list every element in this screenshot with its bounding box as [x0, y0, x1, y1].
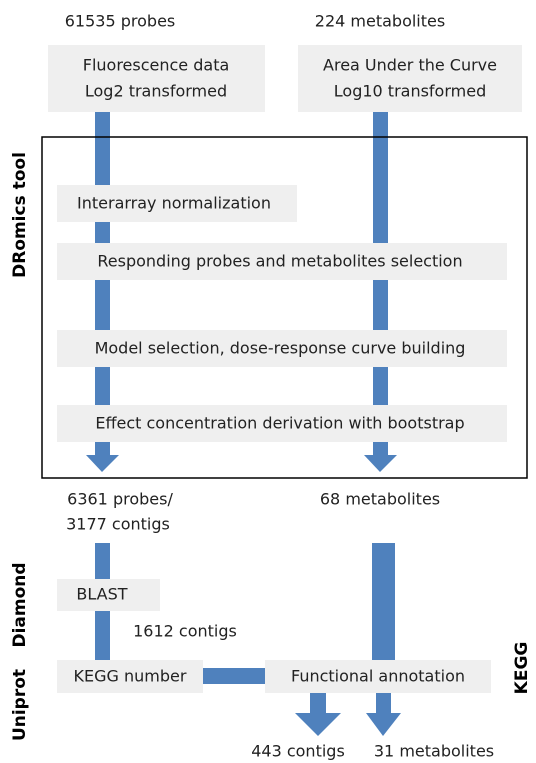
step-label: Effect concentration derivation with boo…	[95, 414, 464, 433]
side-label: DRomics tool	[10, 152, 30, 278]
final-label: 443 contigs	[251, 742, 345, 761]
flow-bar	[373, 112, 388, 457]
output-label: 68 metabolites	[320, 490, 440, 509]
arrow-head	[366, 713, 401, 736]
step-label: Model selection, dose-response curve bui…	[95, 339, 466, 358]
input-box	[48, 45, 265, 112]
input-line: Fluorescence data	[83, 56, 230, 75]
step-box	[57, 185, 297, 222]
input-box	[298, 45, 522, 112]
final-label: 31 metabolites	[374, 742, 494, 761]
side-label: Diamond	[10, 562, 30, 647]
step-box	[57, 330, 507, 367]
input-line: Area Under the Curve	[323, 56, 497, 75]
input-count: 224 metabolites	[315, 12, 445, 31]
output-label: 6361 probes/	[67, 490, 173, 509]
step-label: KEGG number	[74, 667, 187, 686]
input-count: 61535 probes	[65, 12, 176, 31]
arrow-head	[364, 455, 397, 472]
input-line: Log10 transformed	[334, 82, 486, 101]
step-label: BLAST	[76, 585, 127, 604]
flow-connector	[200, 668, 270, 684]
output-label: 3177 contigs	[66, 515, 170, 534]
step-box	[57, 660, 203, 693]
step-label: Functional annotation	[291, 667, 465, 686]
input-line: Log2 transformed	[85, 82, 227, 101]
result-label: 1612 contigs	[133, 622, 237, 641]
flow-bar	[376, 693, 391, 715]
flow-bar	[372, 543, 395, 663]
flow-bar	[310, 693, 326, 715]
step-box	[57, 405, 507, 442]
step-box	[57, 243, 507, 280]
step-label: Responding probes and metabolites select…	[97, 252, 462, 271]
step-box	[265, 660, 491, 693]
arrow-head	[295, 713, 341, 736]
dromics-frame	[41, 136, 528, 479]
step-label: Interarray normalization	[77, 194, 271, 213]
side-label: KEGG	[512, 642, 532, 695]
side-label: Uniprot	[10, 669, 30, 741]
step-box	[57, 579, 160, 611]
arrow-head	[86, 455, 119, 472]
